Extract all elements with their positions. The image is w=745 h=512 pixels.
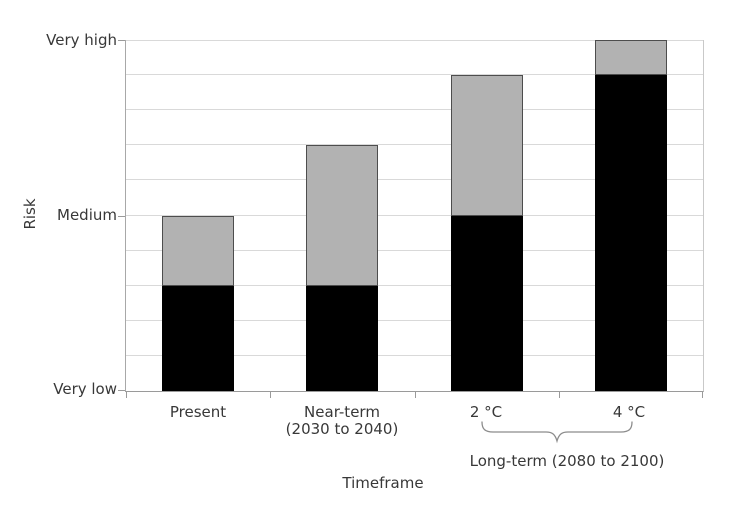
category-label-line: 4 °C: [612, 403, 646, 421]
gridline: [126, 284, 703, 286]
gridline: [126, 40, 703, 41]
long-term-group-label: Long-term (2080 to 2100): [469, 452, 665, 470]
x-axis-tick: [126, 391, 127, 398]
category-label-line: (2030 to 2040): [285, 420, 399, 438]
bar-present-base-risk: [162, 285, 235, 391]
x-axis-tick: [558, 391, 560, 398]
y-axis-tick: [118, 215, 125, 217]
category-label-near-term: Near-term (2030 to 2040): [286, 404, 399, 438]
long-term-brace-icon: [481, 421, 633, 444]
bar-4-c-base-risk: [594, 75, 667, 391]
category-label-4c: 4 °C: [613, 404, 645, 421]
gridline: [126, 109, 703, 111]
bar-2-c-additional-risk: [450, 75, 523, 216]
gridline: [126, 319, 703, 321]
y-tick-label-very-low: Very low: [53, 380, 117, 398]
plot-area: [125, 40, 704, 398]
gridline: [126, 214, 703, 216]
gridline: [126, 74, 703, 76]
category-label-2c: 2 °C: [470, 404, 502, 421]
bar-near-term-2030-to-2040-additional-risk: [306, 145, 379, 286]
bar-present-additional-risk: [162, 215, 235, 286]
x-axis-tick: [702, 391, 703, 398]
y-tick-label-medium: Medium: [57, 206, 117, 224]
bar-4-c-additional-risk: [594, 40, 667, 76]
gridline: [126, 179, 703, 181]
y-tick-label-very-high: Very high: [46, 31, 117, 49]
category-label-present: Present: [170, 404, 226, 421]
gridline: [126, 144, 703, 146]
category-label-line: Near-term: [304, 403, 380, 421]
bar-2-c-base-risk: [450, 215, 523, 391]
x-axis-tick: [270, 391, 272, 398]
y-axis-tick: [118, 390, 125, 391]
category-label-line: 2 °C: [469, 403, 503, 421]
bar-near-term-2030-to-2040-base-risk: [306, 285, 379, 391]
y-axis-tick: [118, 40, 125, 41]
x-axis-tick: [414, 391, 416, 398]
x-axis-title: Timeframe: [342, 474, 424, 492]
category-label-line: Present: [169, 403, 227, 421]
gridline: [126, 249, 703, 251]
gridline: [126, 354, 703, 356]
